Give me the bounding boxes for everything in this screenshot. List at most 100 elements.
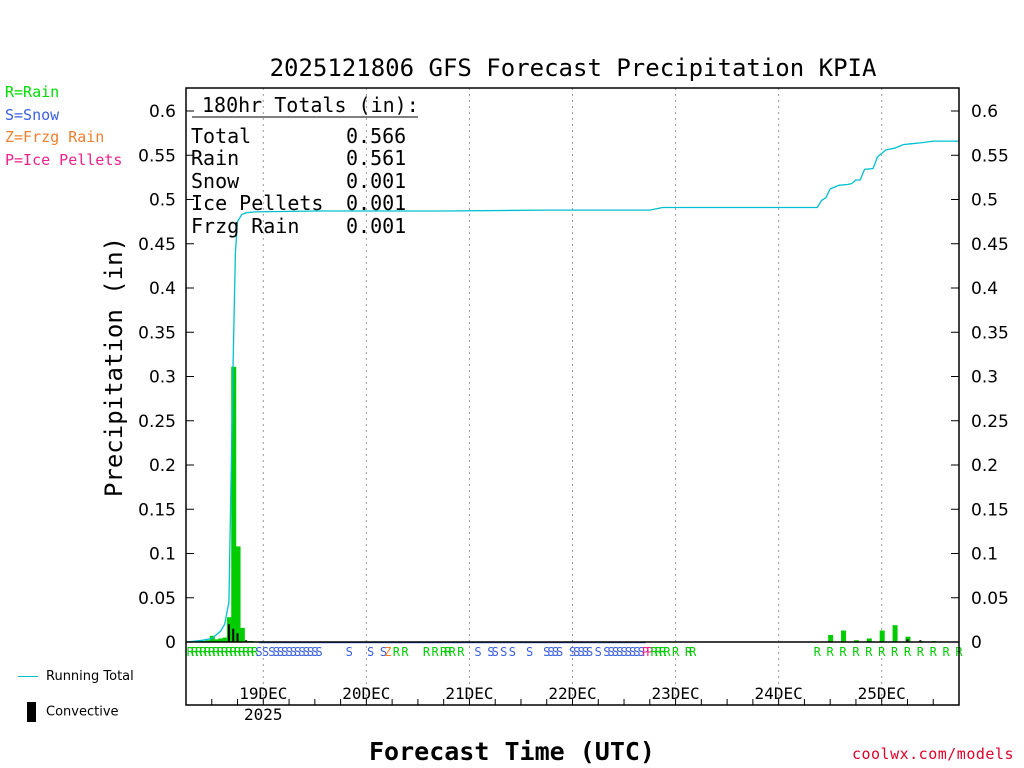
y-tick-label-right: 0 (971, 633, 982, 653)
totals-label-rain: Rain (191, 146, 239, 170)
precip-bar (853, 640, 859, 642)
totals-value-snow: 0.001 (346, 169, 406, 193)
running-total-line (185, 140, 959, 643)
y-tick-label-right: 0.35 (971, 323, 1009, 343)
precip-bar (235, 546, 241, 642)
y-tick-label-left: 0.45 (138, 235, 176, 255)
convective-bar (232, 628, 235, 642)
type-marker: S (616, 645, 623, 659)
convective-bar (919, 640, 922, 642)
type-marker: R (247, 645, 255, 659)
totals-label-ice: Ice Pellets (191, 191, 323, 215)
type-marker: S (633, 645, 640, 659)
y-tick-label-right: 0.5 (971, 191, 998, 211)
x-tick-sublabel: 2025 (244, 705, 283, 724)
type-marker: S (586, 645, 593, 659)
type-marker: R (423, 645, 431, 659)
type-marker: R (942, 645, 950, 659)
type-marker: R (243, 645, 251, 659)
type-marker: R (225, 645, 233, 659)
totals-value-total: 0.566 (346, 124, 406, 148)
type-marker: R (251, 645, 259, 659)
running-total-legend: Running Total (18, 669, 134, 684)
type-marker: R (444, 645, 452, 659)
y-tick-label-right: 0.1 (971, 545, 998, 565)
precip-bar (205, 640, 211, 642)
type-marker: R (204, 645, 212, 659)
type-marker: S (629, 645, 636, 659)
convective-bar (245, 640, 248, 642)
type-marker: S (277, 645, 284, 659)
type-marker: S (255, 645, 262, 659)
type-marker: R (655, 645, 663, 659)
precip-bar (879, 630, 885, 642)
type-marker: S (569, 645, 576, 659)
totals-label-total: Total (191, 124, 251, 148)
type-marker: S (268, 645, 275, 659)
y-tick-label-left: 0.55 (138, 146, 176, 166)
type-marker: R (930, 645, 938, 659)
type-marker: R (672, 645, 680, 659)
x-tick-label: 25DEC (858, 684, 906, 703)
type-marker: R (827, 645, 835, 659)
y-tick-label-left: 0.35 (138, 323, 176, 343)
type-marker: R (839, 645, 847, 659)
type-marker: R (208, 645, 216, 659)
running-total-swatch (18, 676, 38, 677)
type-marker: R (689, 645, 697, 659)
legend-rain: R=Rain (5, 83, 60, 101)
type-marker: S (608, 645, 615, 659)
legend-snow: S=Snow (5, 105, 60, 124)
legend-ice-pellets: P=Ice Pellets (5, 150, 123, 169)
type-marker: P (646, 645, 653, 659)
type-marker: S (582, 645, 589, 659)
type-marker: S (487, 645, 494, 659)
type-marker: S (290, 645, 297, 659)
convective-bar (236, 633, 239, 642)
type-marker: R (217, 645, 225, 659)
type-marker: Z (384, 645, 391, 659)
convective-bars (227, 624, 922, 642)
precip-bar (218, 638, 224, 642)
x-tick-label: 23DEC (651, 684, 699, 703)
type-marker: R (650, 645, 658, 659)
type-marker: S (285, 645, 292, 659)
type-marker: S (492, 645, 499, 659)
y-tick-label-right: 0.2 (971, 456, 998, 476)
y-tick-label-left: 0 (165, 633, 176, 653)
precip-bar (222, 637, 228, 642)
type-marker: S (603, 645, 610, 659)
type-marker: S (625, 645, 632, 659)
type-marker: S (311, 645, 318, 659)
y-axis-label: Precipitation (in) (100, 237, 128, 497)
y-tick-label-left: 0.1 (149, 545, 176, 565)
type-marker: R (663, 645, 671, 659)
type-marker: S (303, 645, 310, 659)
type-marker: R (865, 645, 873, 659)
type-marker: S (573, 645, 580, 659)
axes-layer: 19DEC 2025 20DEC 21DEC 22DEC 23DEC 24DEC 25DEC 0… (138, 87, 1009, 724)
totals-value-frzg: 0.001 (346, 214, 406, 238)
type-marker: S (367, 645, 374, 659)
convective-label: Convective (46, 704, 119, 720)
type-marker: R (401, 645, 409, 659)
totals-label-snow: Snow (191, 169, 240, 193)
plot-frame (185, 87, 960, 706)
type-marker: R (449, 645, 457, 659)
type-marker: S (500, 645, 507, 659)
type-marker: R (852, 645, 860, 659)
y-tick-label-right: 0.45 (971, 235, 1009, 255)
precip-bar (214, 639, 220, 642)
x-tick-label: 20DEC (342, 684, 390, 703)
precip-bar (828, 634, 834, 642)
y-tick-label-left: 0.15 (138, 500, 176, 520)
type-marker: S (316, 645, 323, 659)
y-tick-label-right: 0.6 (971, 102, 998, 122)
convective-swatch (27, 702, 36, 722)
precip-bar (231, 366, 237, 642)
type-marker: R (685, 645, 693, 659)
type-marker: R (457, 645, 465, 659)
type-marker: R (212, 645, 220, 659)
type-marker: S (273, 645, 280, 659)
